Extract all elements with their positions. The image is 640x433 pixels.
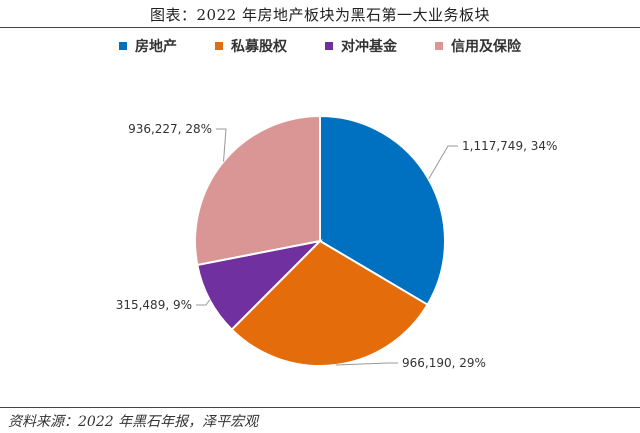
legend-swatch — [435, 42, 443, 50]
legend-label: 信用及保险 — [451, 39, 521, 55]
leader-line-0 — [428, 145, 458, 180]
legend-item-real-estate: 房地产 — [119, 36, 177, 56]
data-label-0: 1,117,749, 34% — [462, 139, 557, 153]
data-label-1: 966,190, 29% — [402, 356, 486, 370]
source-divider — [0, 407, 640, 408]
leader-line-1 — [335, 362, 398, 366]
legend-item-credit-insurance: 信用及保险 — [435, 36, 521, 56]
legend-label: 房地产 — [135, 39, 177, 55]
legend-swatch — [215, 42, 223, 50]
legend-label: 私募股权 — [231, 39, 287, 55]
chart-title: 图表：2022 年房地产板块为黑石第一大业务板块 — [150, 6, 490, 24]
title-divider — [0, 27, 640, 28]
data-label-2: 315,489, 9% — [116, 298, 192, 312]
legend: 房地产 私募股权 对冲基金 信用及保险 — [0, 36, 640, 56]
source-note: 资料来源：2022 年黑石年报，泽平宏观 — [8, 414, 259, 430]
legend-item-private-equity: 私募股权 — [215, 36, 287, 56]
legend-swatch — [119, 42, 127, 50]
legend-label: 对冲基金 — [341, 39, 397, 55]
leader-line-3 — [216, 128, 227, 162]
data-label-3: 936,227, 28% — [128, 122, 212, 136]
legend-swatch — [325, 42, 333, 50]
pie-slice-3 — [194, 114, 321, 267]
leader-line-2 — [196, 299, 211, 306]
legend-item-hedge-fund: 对冲基金 — [325, 36, 397, 56]
pie-slice-1 — [230, 239, 429, 367]
pie-slice-0 — [319, 114, 446, 307]
